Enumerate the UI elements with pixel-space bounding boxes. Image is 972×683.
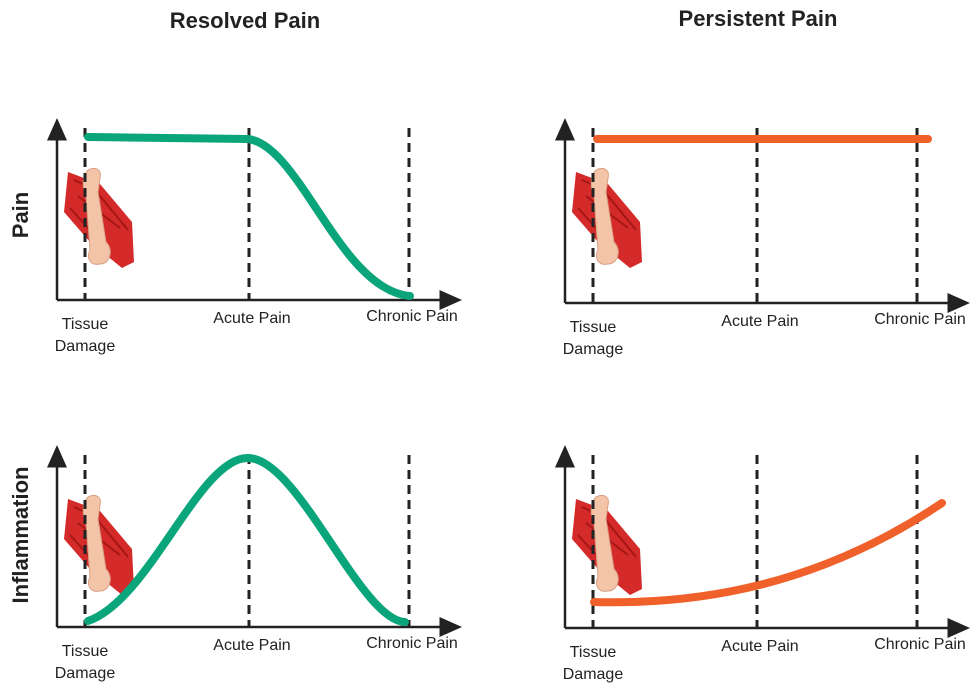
- x-label: Acute Pain: [213, 637, 290, 654]
- x-label: Acute Pain: [721, 638, 798, 655]
- row-label: Inflammation: [8, 467, 33, 604]
- curve: [84, 133, 414, 300]
- column-title: Persistent Pain: [679, 6, 838, 31]
- x-label: Damage: [563, 666, 624, 683]
- curve: [84, 453, 409, 626]
- x-label: Tissue: [570, 644, 617, 661]
- x-label: Damage: [55, 338, 116, 355]
- x-label: Chronic Pain: [874, 311, 966, 328]
- x-label: Acute Pain: [213, 310, 290, 327]
- x-label: Chronic Pain: [874, 636, 966, 653]
- muscle-icon: [63, 494, 135, 596]
- row-label: Pain: [8, 192, 33, 238]
- x-label: Damage: [563, 341, 624, 358]
- x-label: Tissue: [62, 316, 109, 333]
- x-label: Tissue: [570, 319, 617, 336]
- column-title: Resolved Pain: [170, 8, 320, 33]
- muscle-icon: [63, 167, 135, 269]
- muscle-icon: [571, 167, 643, 269]
- x-label: Damage: [55, 665, 116, 682]
- muscle-icon: [571, 494, 643, 596]
- x-label: Chronic Pain: [366, 308, 458, 325]
- x-label: Chronic Pain: [366, 635, 458, 652]
- x-label: Acute Pain: [721, 313, 798, 330]
- x-label: Tissue: [62, 643, 109, 660]
- curve: [590, 499, 946, 607]
